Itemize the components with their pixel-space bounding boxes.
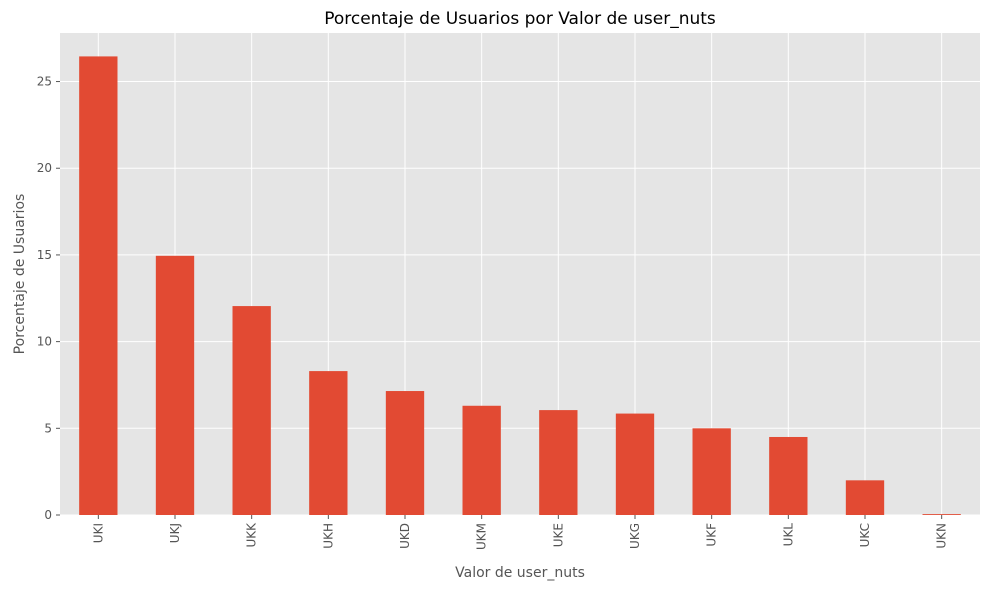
bar-uki [79,56,118,516]
bar-uke [539,410,578,515]
x-tick-label-uki: UKI [91,523,105,543]
x-tick-label-ukj: UKJ [168,523,182,543]
x-tick-label-ukd: UKD [398,523,412,549]
x-axis-ticks: UKI UKJ UKK UKH UKD UKM UKE UKG UKF UKL UKC UKN [91,515,949,550]
x-tick-label-ukg: UKG [628,523,642,549]
y-tick-label: 20 [37,161,52,175]
bar-ukm [462,405,501,515]
y-tick-label: 0 [44,508,52,522]
bar-ukk [232,306,271,515]
y-axis-ticks: 0 5 10 15 20 25 [37,75,60,522]
bars [79,56,961,516]
bar-ukd [385,391,425,515]
plot-area [60,33,980,515]
x-axis-label: Valor de user_nuts [455,565,585,581]
bar-ukf [692,428,731,515]
y-axis-label: Porcentaje de Usuarios [12,194,28,355]
bar-ukl [769,436,808,515]
x-tick-label-ukm: UKM [475,523,489,550]
bar-ukh [309,371,348,515]
x-tick-label-ukf: UKF [705,523,719,547]
bar-ukg [615,413,655,515]
y-tick-label: 10 [37,335,52,349]
y-tick-label: 25 [37,75,52,89]
bar-ukj [155,255,195,515]
y-tick-label: 5 [44,421,52,435]
x-tick-label-uke: UKE [551,523,565,547]
bar-ukn [922,514,961,515]
x-tick-label-ukn: UKN [935,523,949,549]
x-tick-label-ukh: UKH [321,523,335,549]
chart-title: Porcentaje de Usuarios por Valor de user… [324,9,716,29]
bar-ukc [845,480,885,515]
x-tick-label-ukl: UKL [781,523,795,547]
x-tick-label-ukc: UKC [858,523,872,547]
x-tick-label-ukk: UKK [245,522,259,548]
y-tick-label: 15 [37,248,52,262]
